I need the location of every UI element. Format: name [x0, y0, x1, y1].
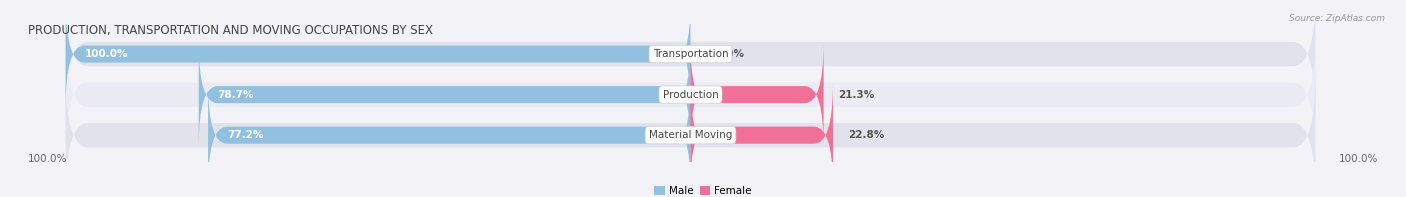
Text: 77.2%: 77.2% — [226, 130, 263, 140]
Text: 0.0%: 0.0% — [716, 49, 745, 59]
Text: 100.0%: 100.0% — [1339, 154, 1378, 164]
Text: 100.0%: 100.0% — [84, 49, 128, 59]
Text: Source: ZipAtlas.com: Source: ZipAtlas.com — [1289, 14, 1385, 23]
FancyBboxPatch shape — [66, 74, 1316, 196]
Text: PRODUCTION, TRANSPORTATION AND MOVING OCCUPATIONS BY SEX: PRODUCTION, TRANSPORTATION AND MOVING OC… — [28, 24, 433, 37]
Text: 100.0%: 100.0% — [28, 154, 67, 164]
Text: 21.3%: 21.3% — [838, 90, 875, 100]
FancyBboxPatch shape — [198, 42, 690, 147]
Text: Material Moving: Material Moving — [648, 130, 733, 140]
FancyBboxPatch shape — [66, 0, 1316, 115]
FancyBboxPatch shape — [690, 42, 824, 147]
Text: 22.8%: 22.8% — [848, 130, 884, 140]
Text: 78.7%: 78.7% — [218, 90, 254, 100]
FancyBboxPatch shape — [690, 83, 832, 188]
Text: Transportation: Transportation — [652, 49, 728, 59]
Text: Production: Production — [662, 90, 718, 100]
FancyBboxPatch shape — [208, 83, 690, 188]
Legend: Male, Female: Male, Female — [650, 182, 756, 197]
FancyBboxPatch shape — [66, 34, 1316, 155]
FancyBboxPatch shape — [66, 2, 690, 106]
